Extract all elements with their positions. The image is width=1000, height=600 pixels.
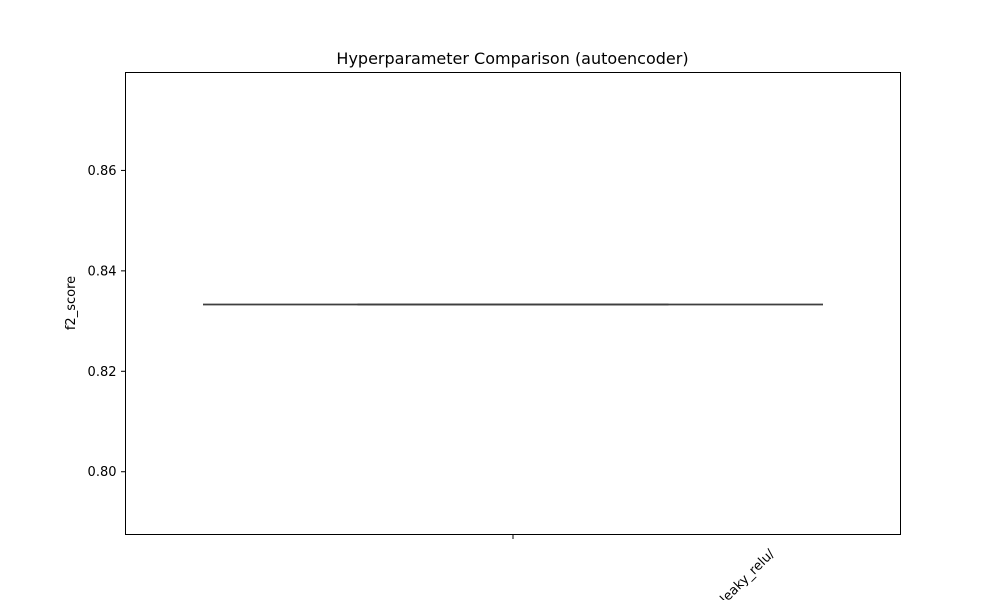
y-tick-label: 0.80 <box>88 465 117 480</box>
plot-frame <box>125 72 901 535</box>
chart-title: Hyperparameter Comparison (autoencoder) <box>336 49 688 68</box>
y-axis-label: f2_score <box>64 276 79 330</box>
y-tick-label: 0.84 <box>88 264 117 279</box>
x-tick-label: leaky_relu/ <box>718 546 779 600</box>
y-tick-label: 0.82 <box>88 365 117 380</box>
y-tick-label: 0.86 <box>88 164 117 179</box>
